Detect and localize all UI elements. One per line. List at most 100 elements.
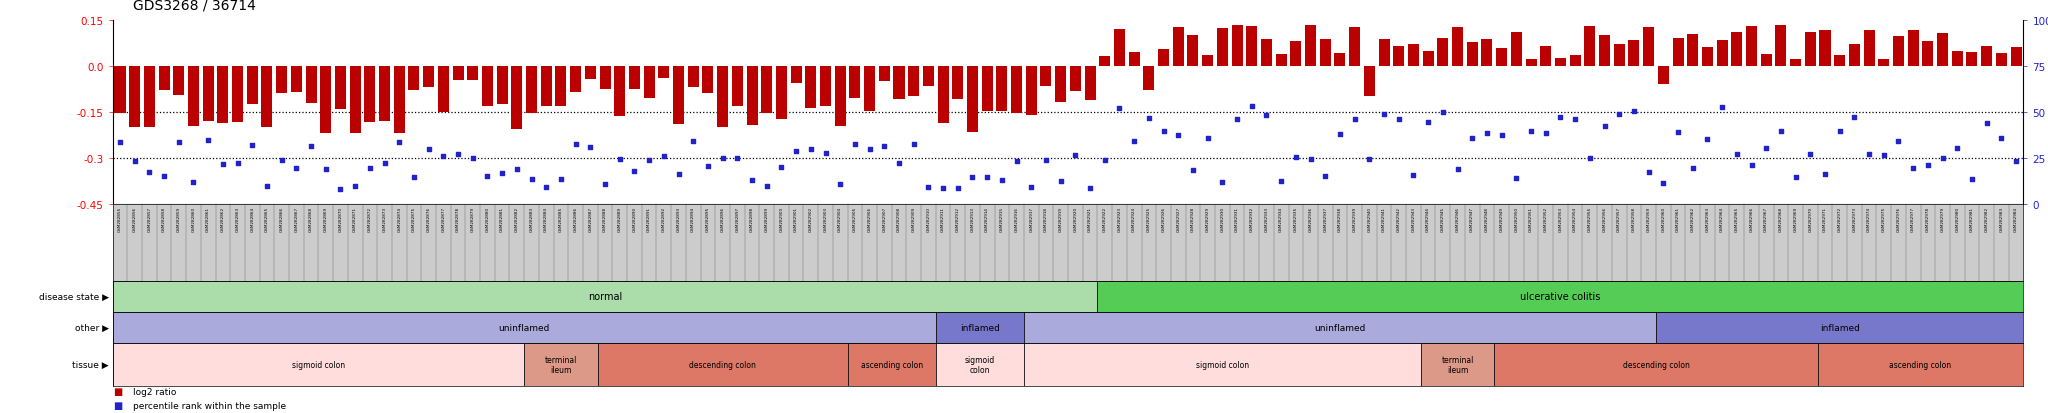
Text: GSM282920: GSM282920	[1073, 207, 1077, 232]
Text: GSM282923: GSM282923	[1118, 207, 1122, 232]
Text: GSM282967: GSM282967	[1763, 207, 1767, 232]
Text: uninflamed: uninflamed	[1315, 323, 1366, 332]
Text: GSM282924: GSM282924	[1133, 207, 1137, 232]
Bar	[1642, 28, 1655, 66]
Point	[1985, 135, 2017, 142]
Text: GSM282907: GSM282907	[883, 207, 887, 232]
Point	[647, 154, 680, 160]
Text: GSM282916: GSM282916	[1014, 207, 1018, 232]
Text: GSM282906: GSM282906	[868, 207, 872, 232]
Text: GSM282868: GSM282868	[309, 207, 313, 232]
Bar	[305, 66, 317, 103]
Bar	[848, 343, 936, 386]
Text: GSM282883: GSM282883	[530, 207, 535, 232]
Text: GSM282909: GSM282909	[911, 207, 915, 232]
Point	[1397, 172, 1430, 179]
Bar	[129, 66, 139, 128]
Point	[1956, 176, 1989, 183]
Text: GSM282978: GSM282978	[1925, 207, 1929, 232]
Text: GSM282976: GSM282976	[1896, 207, 1901, 232]
Bar	[1407, 45, 1419, 66]
Text: GSM282982: GSM282982	[1985, 207, 1989, 232]
Bar	[1421, 343, 1495, 386]
Text: GSM282957: GSM282957	[1618, 207, 1622, 232]
Bar	[791, 66, 801, 84]
Point	[147, 173, 180, 180]
Bar	[1188, 36, 1198, 66]
Point	[1294, 157, 1327, 163]
Point	[1837, 114, 1870, 121]
Bar	[1085, 66, 1096, 101]
Bar	[1614, 45, 1624, 66]
Text: GSM282926: GSM282926	[1161, 207, 1165, 232]
Point	[250, 183, 283, 189]
Bar	[1628, 41, 1640, 66]
Text: GSM282969: GSM282969	[1794, 207, 1798, 232]
Bar	[967, 66, 979, 133]
Bar	[776, 66, 786, 120]
Text: GSM282974: GSM282974	[1868, 207, 1872, 232]
Bar	[115, 66, 125, 113]
Text: other ▶: other ▶	[74, 323, 109, 332]
Text: GSM282905: GSM282905	[852, 207, 856, 232]
Bar	[1761, 55, 1772, 66]
Text: GSM282878: GSM282878	[457, 207, 461, 232]
Bar	[512, 66, 522, 129]
Bar	[850, 66, 860, 99]
Bar	[1438, 39, 1448, 66]
Text: GSM282865: GSM282865	[264, 207, 268, 232]
Text: GSM282919: GSM282919	[1059, 207, 1063, 232]
Bar	[1554, 59, 1567, 66]
Point	[735, 177, 768, 184]
Bar	[158, 66, 170, 91]
Text: GSM282954: GSM282954	[1573, 207, 1577, 232]
Text: GSM282932: GSM282932	[1249, 207, 1253, 232]
Bar	[1128, 52, 1139, 66]
Bar	[541, 66, 551, 107]
Bar	[1569, 56, 1581, 66]
Bar	[1069, 66, 1081, 92]
Bar	[1495, 343, 1819, 386]
Point	[707, 155, 739, 162]
Text: GSM282913: GSM282913	[971, 207, 975, 232]
Point	[1911, 162, 1944, 169]
Point	[442, 151, 475, 157]
Bar	[1892, 37, 1905, 66]
Bar	[1657, 66, 1669, 85]
Bar	[1452, 28, 1462, 66]
Text: GSM282943: GSM282943	[1411, 207, 1415, 232]
Point	[193, 138, 225, 145]
Bar	[1098, 281, 2023, 312]
Point	[633, 157, 666, 164]
Text: GSM282884: GSM282884	[545, 207, 549, 232]
Bar	[586, 66, 596, 79]
Text: GSM282936: GSM282936	[1309, 207, 1313, 232]
Point	[397, 174, 430, 180]
Point	[1411, 119, 1444, 126]
Point	[766, 164, 799, 171]
Bar	[350, 66, 360, 134]
Point	[795, 146, 827, 152]
Text: GSM282915: GSM282915	[999, 207, 1004, 232]
Bar	[1305, 26, 1317, 66]
Text: GSM282867: GSM282867	[295, 207, 299, 232]
Text: GSM282859: GSM282859	[176, 207, 180, 232]
Text: GSM282938: GSM282938	[1337, 207, 1341, 232]
Bar	[1716, 41, 1729, 66]
Text: GSM282860: GSM282860	[190, 207, 195, 232]
Bar	[1393, 47, 1405, 66]
Bar	[526, 66, 537, 114]
Point	[1073, 185, 1106, 192]
Text: GSM282921: GSM282921	[1087, 207, 1092, 232]
Point	[1735, 162, 1767, 169]
Text: ascending colon: ascending colon	[860, 360, 924, 369]
Text: GSM282899: GSM282899	[764, 207, 768, 232]
Point	[1280, 155, 1313, 161]
Text: GSM282910: GSM282910	[926, 207, 930, 232]
Text: GSM282896: GSM282896	[721, 207, 725, 232]
Point	[1647, 180, 1679, 187]
Bar	[674, 66, 684, 125]
Point	[662, 171, 694, 178]
Point	[1853, 152, 1886, 158]
Point	[1368, 112, 1401, 118]
